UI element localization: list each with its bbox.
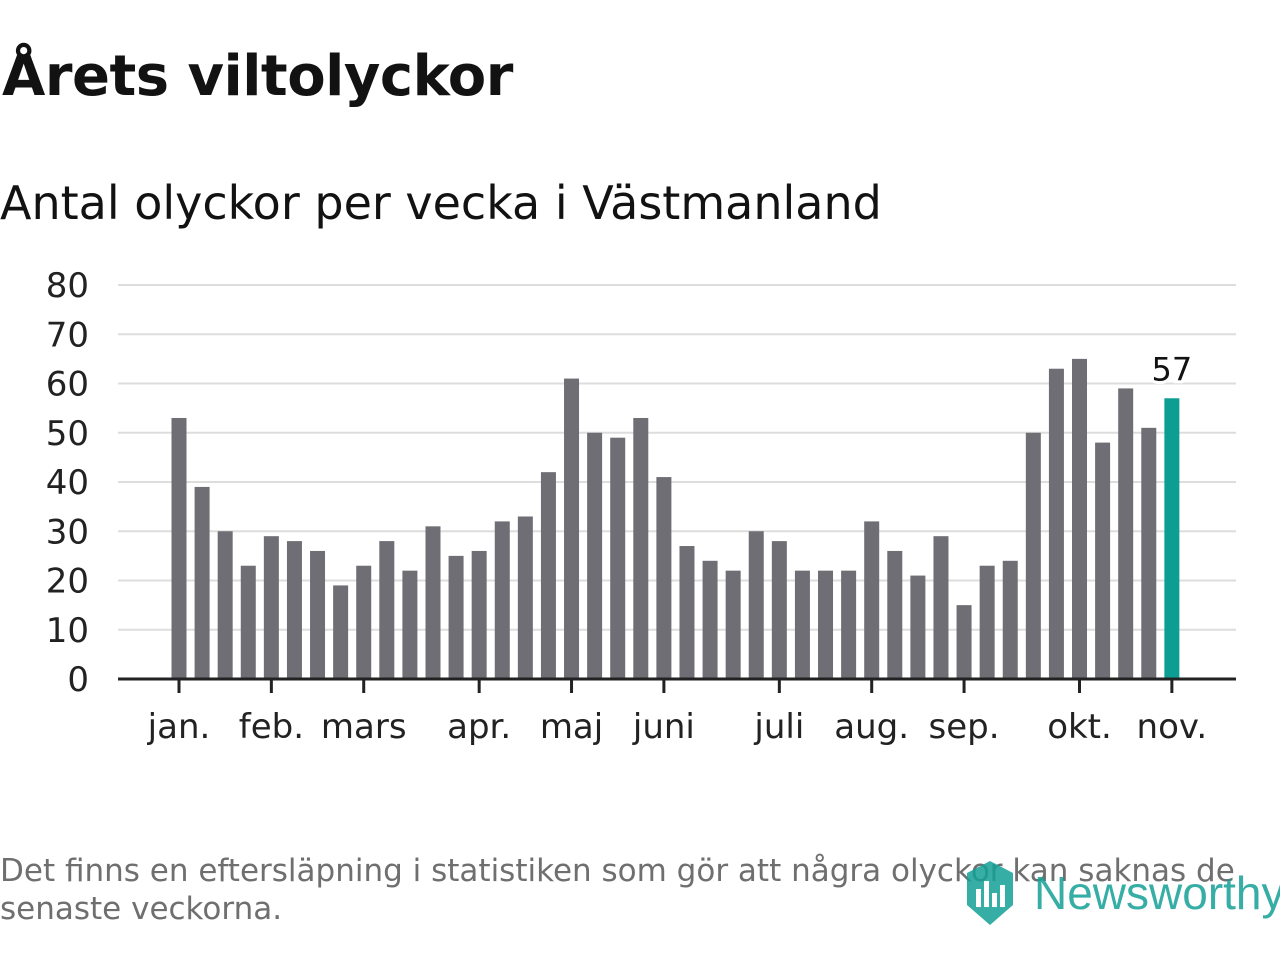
brand-logo: Newsworthy [964, 858, 1280, 928]
x-tick-label-maj: maj [540, 707, 603, 747]
brand-name: Newsworthy [1034, 867, 1280, 919]
x-tick-label-feb: feb. [239, 707, 304, 747]
bar-week-42 [1118, 388, 1134, 679]
newsworthy-logo-icon [967, 861, 1013, 925]
x-tick-label-juli: juli [753, 707, 804, 747]
y-axis-labels: 0 10 20 30 40 50 60 70 80 [46, 266, 89, 700]
bar-week-43 [1141, 427, 1157, 679]
bar-week-19 [587, 432, 603, 679]
bar-week-10 [379, 541, 395, 679]
bar-week-3 [217, 531, 233, 679]
bar-week-7 [310, 550, 326, 679]
bar-week-1 [171, 417, 187, 679]
x-tick-label-jan: jan. [147, 707, 211, 747]
bar-week-23 [679, 546, 695, 679]
grid-lines [118, 284, 1236, 631]
footnote: Det finns en eftersläpning i statistiken… [0, 853, 1235, 927]
bar-week-25 [725, 570, 741, 679]
bar-week-2 [194, 486, 210, 679]
x-tick-label-okt: okt. [1047, 707, 1112, 747]
bar-week-40 [1072, 358, 1088, 679]
bar-week-33 [910, 575, 926, 679]
y-tick-label-50: 50 [46, 414, 89, 454]
bars [171, 358, 1180, 679]
y-tick-label-20: 20 [46, 562, 89, 602]
x-tick-label-sep: sep. [929, 707, 1000, 747]
y-tick-label-30: 30 [46, 512, 89, 552]
bar-week-27 [771, 541, 787, 679]
bar-week-44 [1164, 398, 1180, 679]
y-tick-label-80: 80 [46, 266, 89, 306]
bar-week-37 [1002, 560, 1018, 679]
data-label-highlight: 57 [1152, 350, 1193, 388]
bar-week-17 [540, 472, 556, 679]
bar-week-31 [864, 521, 880, 679]
bar-week-8 [333, 585, 349, 679]
x-tick-label-aug: aug. [834, 707, 909, 747]
y-tick-label-40: 40 [46, 463, 89, 503]
bar-week-15 [494, 521, 510, 679]
bar-week-34 [933, 536, 949, 679]
x-tick-label-apr: apr. [447, 707, 511, 747]
bar-week-16 [517, 516, 533, 679]
bar-week-39 [1048, 368, 1064, 679]
x-axis: jan. feb. mars apr. maj juni juli aug. sep. okt. n… [118, 677, 1236, 747]
annotations: 57 [1149, 347, 1196, 391]
bar-week-11 [402, 570, 418, 679]
bar-week-12 [425, 526, 441, 679]
y-tick-label-60: 60 [46, 365, 89, 405]
x-tick-label-nov: nov. [1137, 707, 1208, 747]
bar-week-5 [263, 536, 279, 679]
bar-week-14 [471, 550, 487, 679]
x-tick-label-mars: mars [321, 707, 407, 747]
bar-week-30 [841, 570, 857, 679]
bar-week-20 [610, 437, 626, 679]
bar-week-35 [956, 605, 972, 679]
bar-week-36 [979, 565, 995, 679]
bar-week-4 [240, 565, 256, 679]
chart-subtitle: Antal olyckor per vecka i Västmanland [0, 176, 882, 230]
y-tick-label-10: 10 [46, 611, 89, 651]
x-tick-label-juni: juni [632, 707, 695, 747]
bar-week-24 [702, 560, 718, 679]
bar-week-22 [656, 477, 672, 679]
bar-week-32 [887, 550, 903, 679]
y-tick-label-70: 70 [46, 315, 89, 355]
bar-week-6 [286, 541, 302, 679]
bar-week-9 [356, 565, 372, 679]
bar-week-18 [564, 378, 580, 679]
bar-week-29 [818, 570, 834, 679]
y-tick-label-0: 0 [67, 660, 89, 700]
bar-week-28 [794, 570, 810, 679]
bar-week-38 [1025, 432, 1041, 679]
bar-week-26 [748, 531, 764, 679]
chart-title: Årets viltolyckor [2, 44, 513, 109]
bar-week-21 [633, 417, 649, 679]
bar-week-41 [1095, 442, 1111, 679]
bar-week-13 [448, 555, 464, 679]
